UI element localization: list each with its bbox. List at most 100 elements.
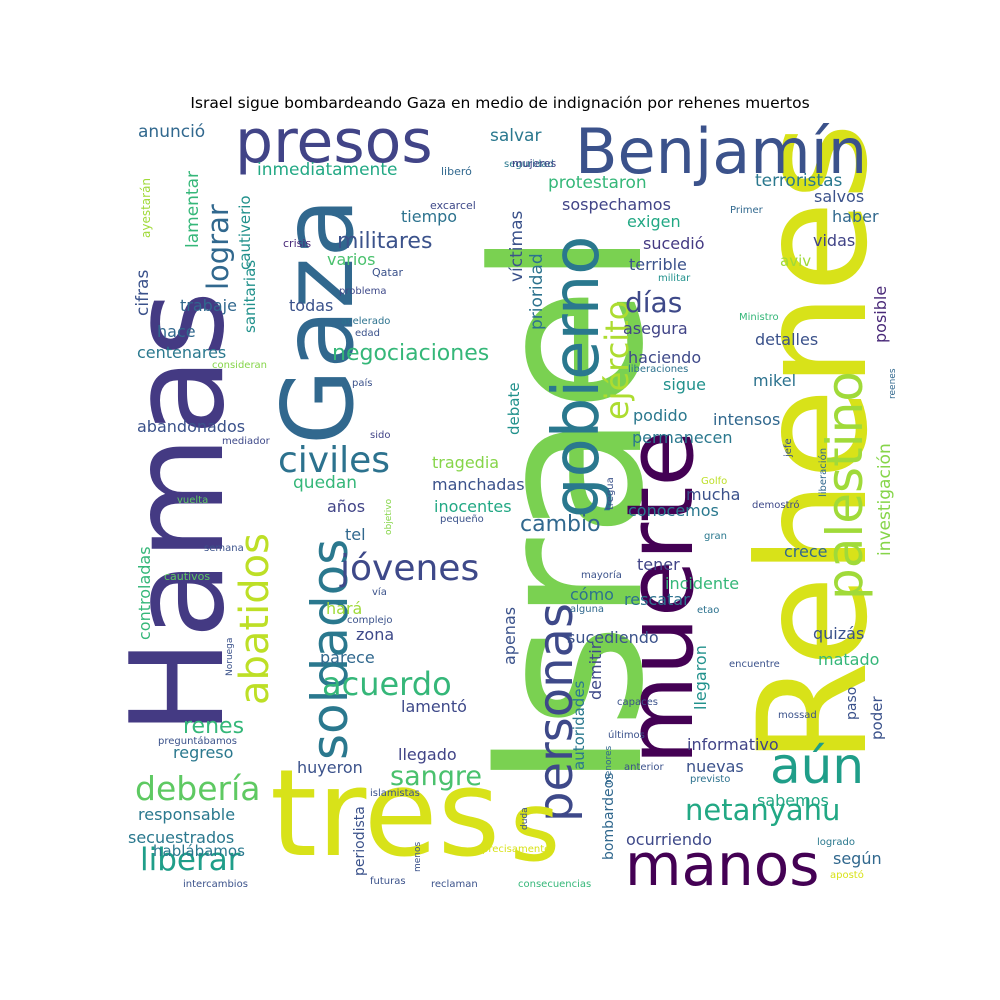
word-duda: duda	[520, 807, 530, 830]
word-libero: liberó	[441, 165, 472, 178]
word-hace: hace	[157, 322, 196, 341]
word-debate: debate	[505, 382, 523, 435]
word-bombardeos: bombardeos	[601, 773, 617, 860]
word-salvar: salvar	[490, 126, 541, 146]
word-autoridades: autoridades	[570, 680, 588, 770]
word-prioridad: prioridad	[527, 253, 547, 330]
word-manos: manos	[625, 831, 820, 899]
word-primer: Primer	[730, 205, 764, 216]
word-intensos: intensos	[713, 410, 780, 429]
word-cifras: cifras	[133, 270, 153, 316]
word-sabemos: sabemos	[757, 791, 829, 810]
word-quizas: quizás	[813, 624, 864, 643]
word-como: cómo	[570, 585, 614, 604]
word-tregua: tregua	[605, 477, 616, 510]
word-lograr: lograr	[201, 204, 235, 290]
word-llegado: llegado	[398, 745, 457, 764]
word-muerte: muerte	[607, 430, 714, 765]
word-rescatar: rescatar	[624, 590, 690, 609]
word-regreso: regreso	[173, 743, 233, 762]
word-logrado: logrado	[817, 837, 855, 848]
word-via: vía	[372, 586, 387, 598]
word-investigacion: investigación	[875, 443, 895, 556]
word-periodista: periodista	[352, 806, 368, 876]
word-consecuencias: consecuencias	[518, 879, 591, 890]
word-victimas: víctimas	[507, 211, 527, 282]
word-ocurriendo: ocurriendo	[626, 830, 712, 849]
word-hara: hará	[326, 599, 362, 618]
word-crisis: crisis	[283, 237, 311, 250]
word-gaza: Gaza	[262, 198, 376, 446]
word-sucediendo: sucediendo	[567, 628, 659, 647]
word-deberia: debería	[135, 769, 260, 808]
word-noruega: Noruega	[225, 638, 235, 676]
word-anos: años	[327, 497, 365, 516]
word-conocemos: conocemos	[628, 501, 719, 520]
word-segun: según	[833, 849, 882, 868]
word-acelerado: acelerado	[341, 316, 390, 327]
word-hablabamos: hablábamos	[153, 842, 245, 860]
word-informativo: informativo	[687, 735, 779, 754]
word-mujeres: mujeres	[512, 157, 557, 170]
word-llegaron: llegaron	[691, 645, 710, 710]
word-cautivos: cautivos	[164, 570, 210, 583]
word-cautiverio: cautiverio	[236, 195, 254, 270]
word-cambio: cambio	[520, 512, 601, 537]
word-mayoria: mayoría	[581, 569, 622, 581]
word-sangre: sangre	[390, 761, 482, 792]
word-reenes: reenes	[888, 368, 898, 399]
word-jefe: jefe	[783, 438, 794, 458]
word-paso: paso	[844, 687, 860, 720]
word-tragedia: tragedia	[432, 453, 499, 472]
word-anuncio: anunció	[138, 122, 205, 142]
word-anterior: anterior	[624, 762, 665, 773]
word-futuras: futuras	[370, 876, 406, 887]
word-sanitarias: sanitarias	[241, 260, 259, 333]
word-menores: menores	[604, 745, 614, 785]
word-zona: zona	[356, 625, 394, 644]
word-islamistas: islamistas	[370, 788, 420, 799]
word-abandonados: abandonados	[137, 417, 245, 436]
word-intercambios: intercambios	[183, 879, 248, 890]
word-hamas: Hamas	[104, 291, 253, 736]
word-gran: gran	[704, 531, 727, 542]
word-inocentes: inocentes	[434, 497, 512, 516]
word-problema: problema	[339, 286, 387, 297]
word-podido: podido	[633, 406, 688, 425]
word-matado: matado	[818, 650, 879, 669]
word-controladas: controladas	[135, 546, 154, 640]
word-incidente: incidente	[665, 574, 739, 593]
word-detalles: detalles	[755, 330, 818, 349]
word-nuevas: nuevas	[686, 757, 744, 776]
word-tener: tener	[637, 555, 680, 574]
word-quedan: quedan	[293, 473, 357, 493]
word-renes: renes	[183, 714, 244, 739]
word-seguridad: seguridad	[504, 159, 554, 170]
word-secuestrados: secuestrados	[128, 828, 234, 847]
word-acuerdo: acuerdo	[322, 665, 452, 703]
word-liberar: liberar	[140, 842, 241, 878]
word-trabaje: trabaje	[180, 296, 237, 315]
word-centenares: centenares	[137, 343, 226, 362]
word-huyeron: huyeron	[297, 758, 363, 777]
word-precisamente: precisamente	[482, 844, 550, 855]
word-liberacion: liberación	[817, 448, 829, 497]
word-aviv: aviv	[780, 252, 811, 270]
word-manchadas: manchadas	[432, 475, 525, 494]
word-netanyahu: netanyahu	[685, 793, 840, 827]
word-terroristas: terroristas	[755, 171, 842, 191]
word-rehenes: Rehenes	[727, 122, 901, 765]
word-gobierno: gobierno	[540, 236, 614, 518]
word-israel: Israel	[451, 230, 689, 790]
word-salvos: salvos	[814, 187, 864, 206]
word-abatidos: abatidos	[232, 533, 278, 705]
word-mikel: mikel	[753, 371, 796, 390]
word-tel: tel	[345, 525, 366, 544]
word-jovenes: jóvenes	[339, 548, 479, 589]
word-sido: sido	[370, 430, 390, 441]
word-personas: personas	[528, 603, 584, 822]
word-militares: militares	[337, 229, 432, 254]
word-etao: etao	[697, 605, 719, 616]
word-militar: militar	[658, 273, 691, 284]
word-alguna: alguna	[570, 604, 604, 615]
